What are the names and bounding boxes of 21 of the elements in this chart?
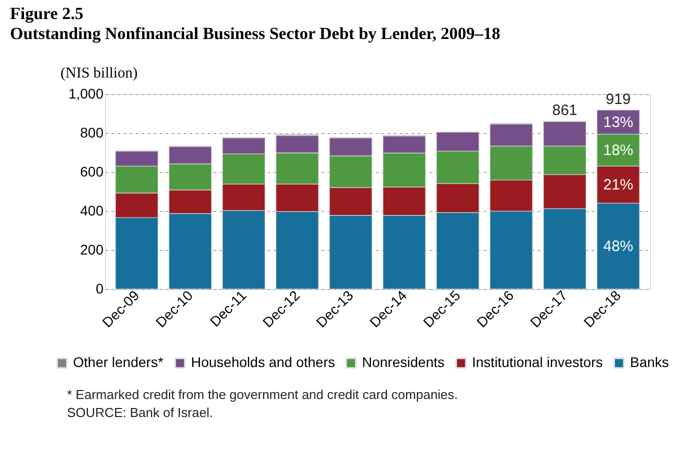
y-tick-label: 600 — [80, 164, 104, 180]
total-label: 919 — [606, 90, 631, 108]
annotation: 13% — [603, 114, 634, 132]
legend-label: Institutional investors — [472, 354, 603, 370]
annotation: 48% — [603, 238, 634, 256]
total-label: 861 — [552, 102, 578, 120]
legend-label: Nonresidents — [362, 354, 444, 370]
legend-label: Other lenders* — [73, 354, 164, 370]
chart-title: Figure 2.5 Outstanding Nonfinancial Business Sector Debt by Lender, 2009–18 — [10, 4, 500, 43]
legend-label: Households and others — [191, 354, 335, 370]
legend-label: Banks — [630, 354, 669, 370]
source-note: SOURCE: Bank of Israel. — [67, 405, 213, 420]
annotation: 21% — [603, 176, 634, 194]
y-tick-label: 800 — [80, 124, 104, 140]
y-tick-label: 1,000 — [68, 86, 104, 102]
y-tick-label: 200 — [80, 242, 104, 258]
text: * Earmarked credit from the government and credit card companies. — [67, 387, 458, 402]
annotation: 18% — [603, 142, 634, 160]
y-tick-label: 0 — [96, 280, 104, 296]
y-tick-label: 400 — [80, 202, 104, 218]
y-axis-title: (NIS billion) — [60, 66, 138, 82]
